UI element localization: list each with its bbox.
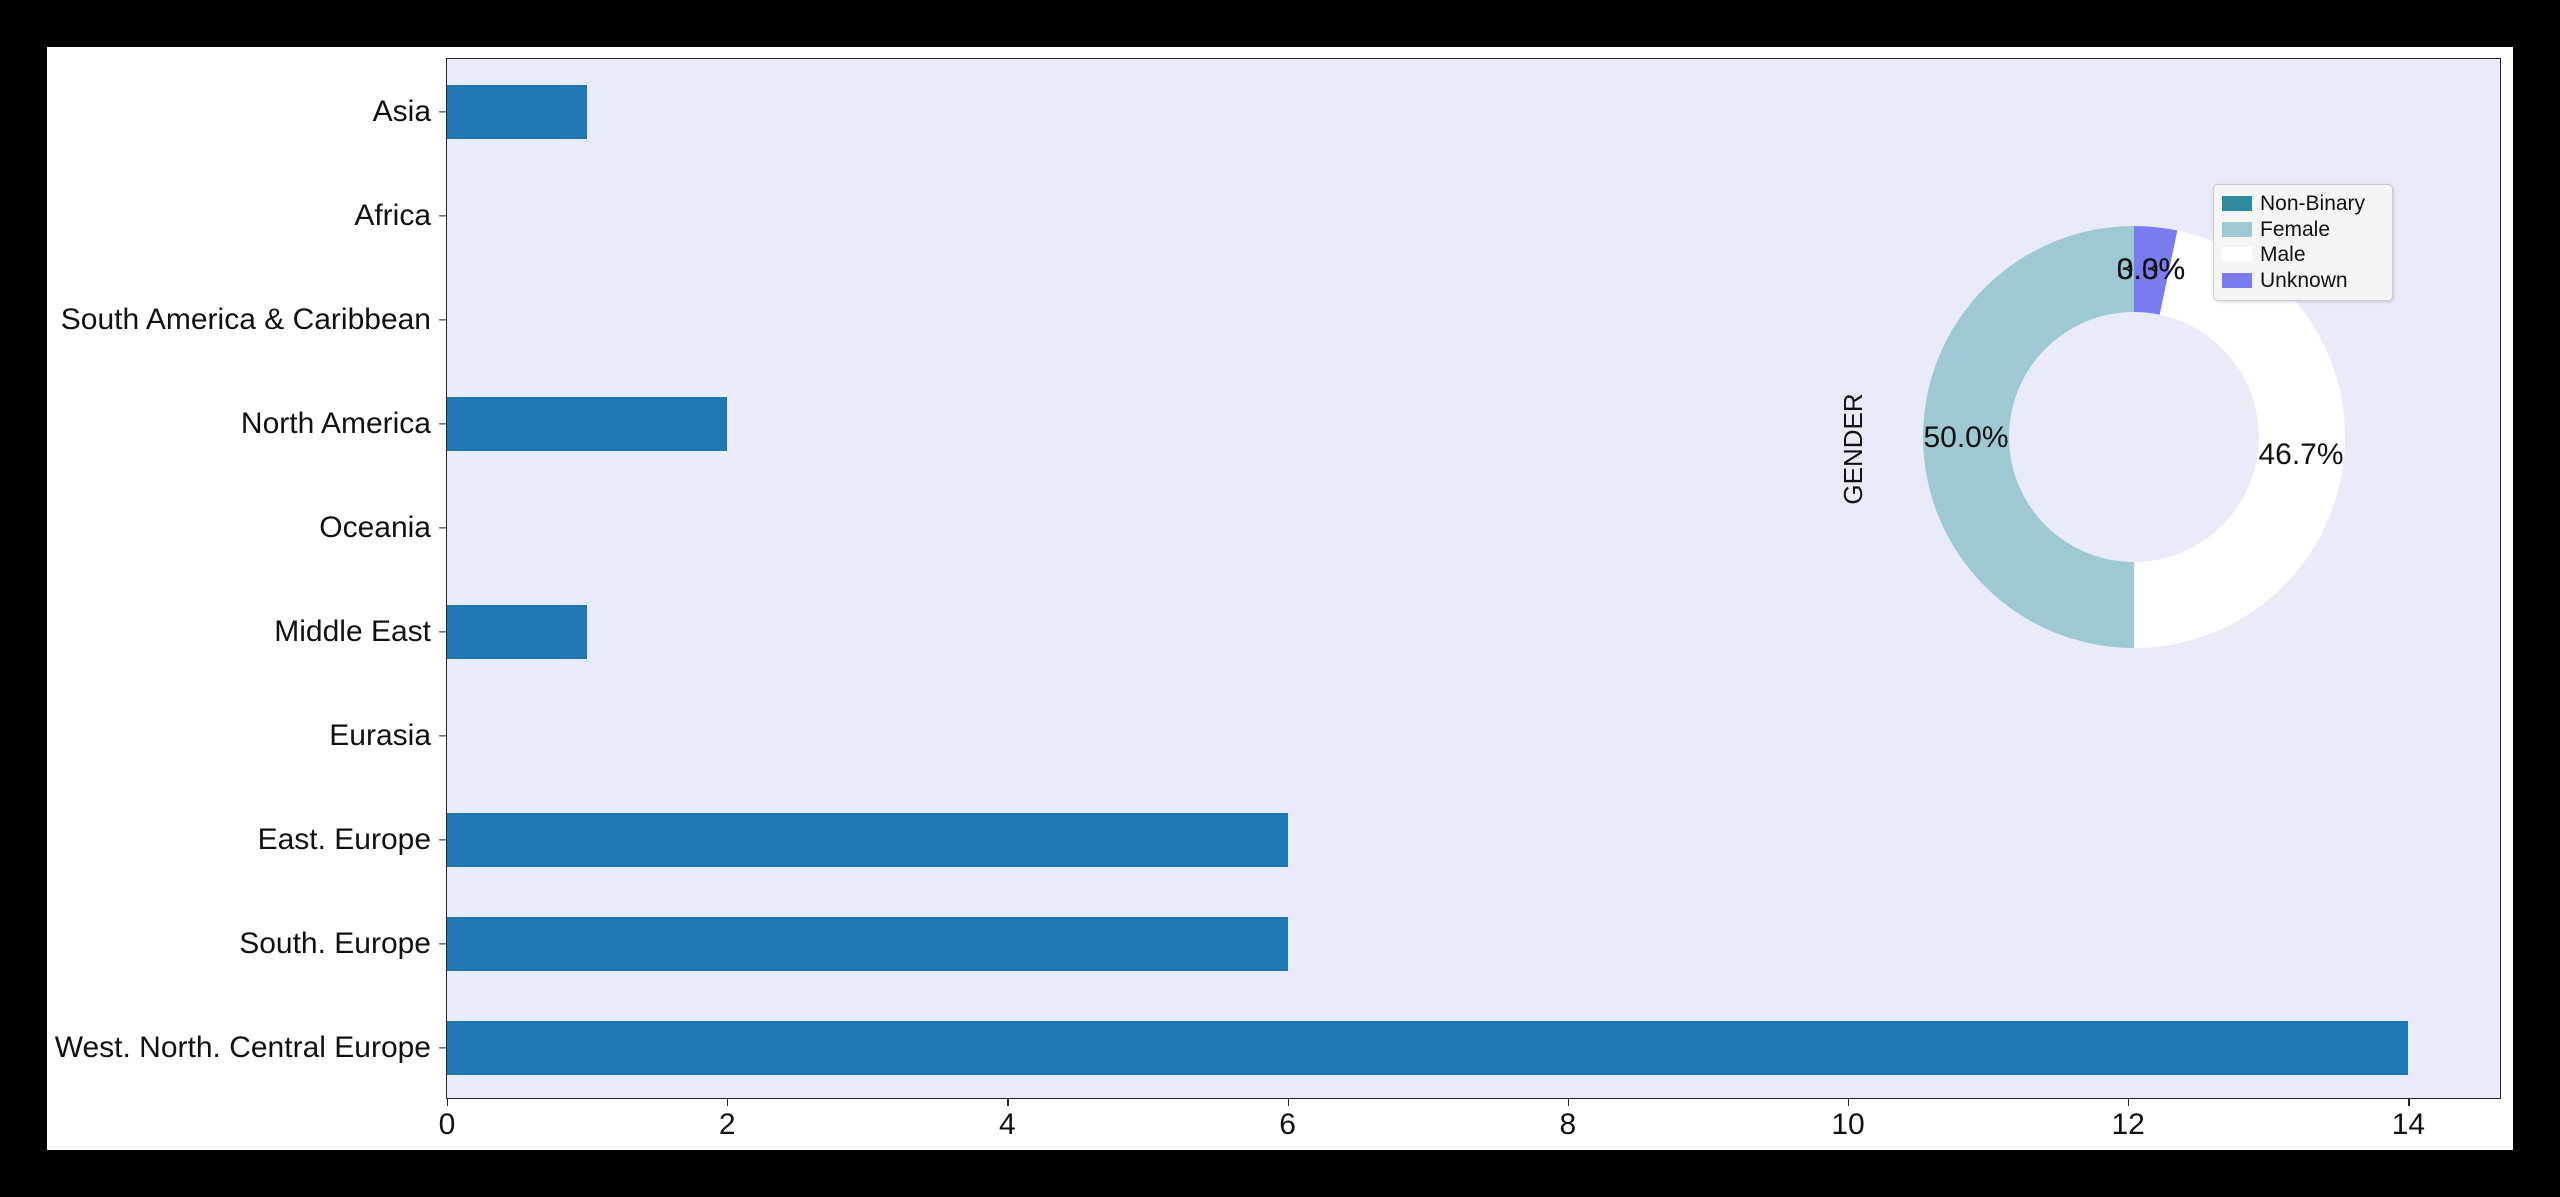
- svg-text:50.0%: 50.0%: [1923, 421, 2008, 454]
- svg-text:3.3%: 3.3%: [2117, 253, 2185, 286]
- svg-text:46.7%: 46.7%: [2258, 438, 2343, 471]
